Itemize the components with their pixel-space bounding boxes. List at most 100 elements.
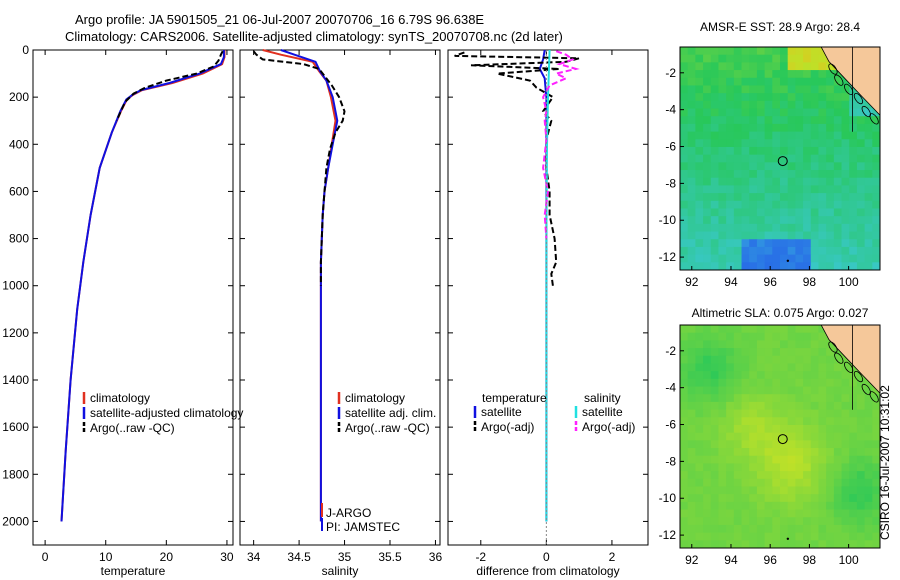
sst_map-cell [726, 262, 735, 270]
sst_map-cell [849, 131, 858, 140]
sla_map-cell [718, 417, 727, 426]
sla_map-cell [864, 378, 873, 388]
sla_map-cell [703, 355, 712, 365]
sla_map-cell [833, 532, 843, 541]
sla_map-cell [703, 394, 712, 403]
sla_map-cell [803, 486, 812, 495]
sst_map-cell [741, 93, 750, 102]
sst_map-cell [803, 62, 812, 71]
sst_map-cell [864, 177, 873, 187]
sst_map-cell [772, 62, 781, 71]
sla_map-cell [803, 378, 812, 388]
sst_map-cell [856, 162, 866, 171]
sst_map-cell [826, 123, 835, 133]
sst_map-cell [780, 123, 789, 133]
sst_map-island [853, 92, 864, 105]
sst_map-cell [826, 262, 835, 270]
sla_map-cell [741, 348, 750, 357]
sla_map-cell [687, 455, 696, 465]
sst_map-cell [872, 123, 880, 133]
sst_map-cell [833, 93, 843, 102]
sst_map-cell [718, 70, 727, 79]
sst_map-ytick-label: -4 [665, 103, 676, 117]
sst_map-cell [718, 231, 727, 240]
sla_map-cell [733, 432, 743, 441]
sla_map-cell [749, 378, 758, 388]
sla_map-cell [780, 424, 789, 434]
sst_map-cell [741, 254, 750, 263]
difference-xlabel: difference from climatology [476, 564, 619, 578]
sst_map-cell [726, 47, 735, 56]
sst_map-cell [856, 108, 866, 117]
sla_map-cell [841, 417, 850, 426]
sst_map-cell [741, 162, 750, 171]
sst_map-cell [780, 200, 789, 210]
sst_map-cell [695, 93, 704, 102]
sst_map-cell [749, 93, 758, 102]
salinity-xtick-label: 35.5 [378, 550, 402, 564]
sla_map-cell [710, 348, 720, 357]
sla_map-cell [780, 532, 789, 541]
sla_map-cell [718, 394, 727, 403]
sla_map-cell [756, 432, 766, 441]
sla_map-cell [695, 340, 704, 349]
sst_map-cell [756, 239, 766, 248]
sla_map-cell [772, 355, 781, 365]
sst_map-cell [810, 208, 820, 217]
sla_map-cell [764, 501, 773, 511]
sst_map-cell [695, 193, 704, 202]
sla_map-cell [849, 486, 858, 495]
sla_map-cell [718, 455, 727, 465]
sla_map-cell [749, 355, 758, 365]
sst_map-cell [795, 108, 804, 117]
sla_map-cell [818, 509, 827, 518]
sst_map-cell [772, 216, 781, 225]
sla_map-cell [710, 540, 720, 548]
sst_map-cell [810, 108, 820, 117]
sst_map-cell [818, 231, 827, 240]
sst_map-cell [687, 47, 696, 56]
sst_map-cell [718, 246, 727, 256]
sla_map-cell [826, 394, 835, 403]
sla_map-cell [718, 448, 727, 457]
sst_map-cell [772, 154, 781, 163]
sst_map-cell [687, 177, 696, 187]
sst_map-cell [680, 85, 689, 94]
sla_map-cell [849, 432, 858, 441]
sla_map-cell [741, 355, 750, 365]
sst_map-cell [787, 123, 796, 133]
sla_map-cell [680, 432, 689, 441]
sst_map-cell [856, 246, 866, 256]
sst_map-cell [780, 216, 789, 225]
sst_map-cell [780, 100, 789, 110]
sst_map-cell [680, 146, 689, 156]
sla_map-cell [703, 478, 712, 488]
sst_map-island [869, 113, 879, 125]
sla_map-cell [710, 417, 720, 426]
sst_map-cell [733, 100, 743, 110]
sst_map-cell [741, 108, 750, 117]
sla_map-cell [826, 509, 835, 518]
sla_map-cell [810, 463, 820, 472]
sla_map-cell [780, 448, 789, 457]
sst_map-cell [787, 170, 796, 179]
sla_map-cell [780, 432, 789, 441]
sst_map-cell [803, 246, 812, 256]
sst_map-cell [741, 146, 750, 156]
sla_map-cell [733, 332, 743, 341]
sla_map-cell [687, 424, 696, 434]
sla_map-island [869, 391, 879, 403]
sst_map-cell [795, 162, 804, 171]
sst_map-cell [764, 85, 773, 94]
sla_map-cell [687, 440, 696, 449]
sla_map-cell [703, 471, 712, 480]
sla_map-frame [679, 324, 881, 549]
sst_map-cell [787, 77, 796, 87]
sla_map-cell [718, 478, 727, 488]
sla_map-cell [810, 371, 820, 380]
sla_map-cell [733, 509, 743, 518]
sla_map-cell [826, 448, 835, 457]
sla_map-cell [780, 348, 789, 357]
sla_map-cell [726, 417, 735, 426]
sst_map-cell [741, 200, 750, 210]
